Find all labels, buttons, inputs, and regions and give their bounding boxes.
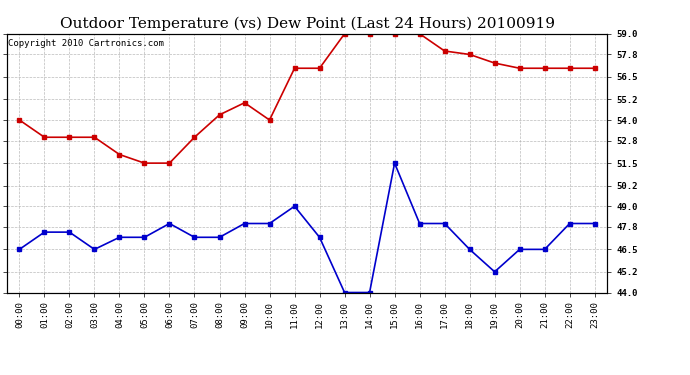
Text: Copyright 2010 Cartronics.com: Copyright 2010 Cartronics.com: [8, 39, 164, 48]
Title: Outdoor Temperature (vs) Dew Point (Last 24 Hours) 20100919: Outdoor Temperature (vs) Dew Point (Last…: [59, 17, 555, 31]
